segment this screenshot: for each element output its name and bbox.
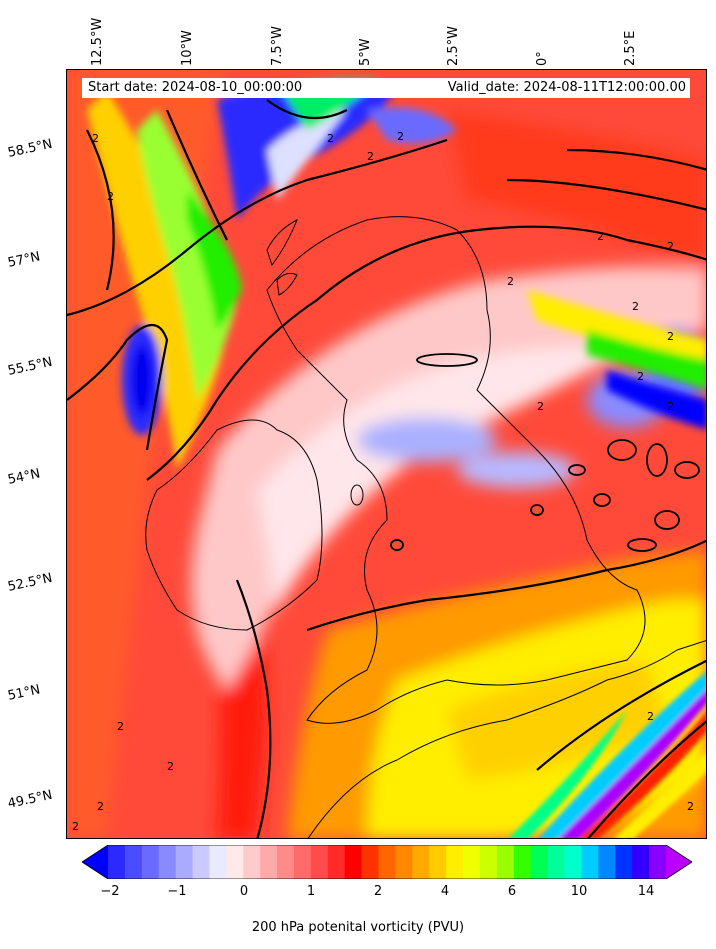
- svg-text:2: 2: [667, 240, 674, 253]
- lat-label-58.5n: 58.5°N: [6, 136, 54, 161]
- lat-label-49.5n: 49.5°N: [6, 787, 54, 812]
- colorbar-segment: [108, 845, 126, 879]
- pv-map: 2 2 2 2 2 2 2 2 2 2 2 2 2 2 2 2 2 2 2: [67, 70, 706, 838]
- colorbar-segment: [615, 845, 633, 879]
- colorbar-segment: [327, 845, 346, 879]
- svg-text:2: 2: [687, 800, 694, 813]
- colorbar-segment: [598, 845, 616, 879]
- pv-2-contours: [67, 99, 706, 838]
- colorbar: [82, 845, 692, 879]
- svg-text:2: 2: [397, 130, 404, 143]
- lat-label-51n: 51°N: [6, 682, 42, 704]
- svg-text:2: 2: [667, 400, 674, 413]
- svg-text:2: 2: [647, 710, 654, 723]
- svg-text:2: 2: [632, 300, 639, 313]
- coastlines: [145, 216, 706, 838]
- svg-text:2: 2: [637, 370, 644, 383]
- colorbar-segment: [209, 845, 227, 879]
- svg-text:2: 2: [97, 800, 104, 813]
- colorbar-segment: [649, 845, 667, 879]
- colorbar-segment: [429, 845, 447, 879]
- cbar-tick-minus2: −2: [100, 884, 120, 899]
- pv-contour-labels: 2 2 2 2 2 2 2 2 2 2 2 2 2 2 2 2 2 2 2: [72, 130, 694, 833]
- colorbar-segment: [446, 845, 464, 879]
- colorbar-segment: [496, 845, 515, 879]
- colorbar-segment: [378, 845, 397, 879]
- colorbar-segment: [243, 845, 261, 879]
- colorbar-segment: [158, 845, 177, 879]
- colorbar-segment: [480, 845, 498, 879]
- valid-date-label: Valid_date: 2024-08-11T12:00:00.00: [447, 80, 686, 95]
- lon-label-12.5w: 12.5°W: [90, 17, 105, 66]
- colorbar-segment: [124, 845, 143, 879]
- colorbar-segment: [175, 845, 194, 879]
- svg-text:2: 2: [507, 275, 514, 288]
- colorbar-segment: [361, 845, 380, 879]
- svg-text:2: 2: [167, 760, 174, 773]
- pv-contour-blobs: [390, 353, 700, 552]
- colorbar-segment: [277, 845, 295, 879]
- lon-label-10w: 10°W: [180, 30, 195, 66]
- start-date-label: Start date: 2024-08-10_00:00:00: [88, 80, 303, 95]
- svg-text:2: 2: [117, 720, 124, 733]
- colorbar-segment: [564, 845, 583, 879]
- pv-southeast-jet: [508, 671, 706, 838]
- colorbar-title: 200 hPa potenital vorticity (PVU): [251, 920, 465, 935]
- colorbar-segment: [260, 845, 278, 879]
- map-panel: 2 2 2 2 2 2 2 2 2 2 2 2 2 2 2 2 2 2 2: [66, 69, 707, 839]
- colorbar-segment: [547, 845, 566, 879]
- colorbar-segment: [395, 845, 413, 879]
- colorbar-segment: [344, 845, 363, 879]
- svg-text:2: 2: [537, 400, 544, 413]
- cbar-tick-1: 1: [306, 884, 316, 899]
- colorbar-segments: [82, 845, 692, 879]
- svg-text:2: 2: [367, 150, 374, 163]
- lon-label-7.5w: 7.5°W: [270, 25, 285, 66]
- date-info-box: Start date: 2024-08-10_00:00:00 Valid_da…: [82, 78, 690, 98]
- colorbar-extend-max: [666, 845, 692, 879]
- lat-label-55.5n: 55.5°N: [6, 354, 54, 379]
- lon-label-5w: 5°W: [358, 38, 373, 66]
- lat-label-54n: 54°N: [6, 466, 42, 488]
- cbar-tick-2: 2: [373, 884, 383, 899]
- svg-text:2: 2: [327, 132, 334, 145]
- cbar-tick-0: 0: [239, 884, 249, 899]
- colorbar-segment: [632, 845, 650, 879]
- colorbar-segment: [294, 845, 312, 879]
- colorbar-segment: [310, 845, 329, 879]
- lat-label-57n: 57°N: [6, 249, 42, 271]
- colorbar-segment: [226, 845, 244, 879]
- svg-text:2: 2: [597, 230, 604, 243]
- colorbar-segment: [412, 845, 430, 879]
- colorbar-segment: [192, 845, 211, 879]
- cbar-tick-6: 6: [507, 884, 517, 899]
- svg-text:2: 2: [72, 820, 79, 833]
- lon-label-0: 0°: [535, 51, 550, 66]
- svg-text:2: 2: [107, 190, 114, 203]
- lon-label-2.5w: 2.5°W: [446, 25, 461, 66]
- lat-label-52.5n: 52.5°N: [6, 570, 54, 595]
- svg-text:2: 2: [92, 132, 99, 145]
- lon-label-2.5e: 2.5°E: [623, 30, 638, 66]
- colorbar-extend-min: [82, 845, 108, 879]
- svg-text:2: 2: [667, 330, 674, 343]
- colorbar-segment: [141, 845, 160, 879]
- colorbar-segment: [463, 845, 481, 879]
- cbar-tick-10: 10: [570, 884, 588, 899]
- cbar-tick-minus1: −1: [167, 884, 187, 899]
- colorbar-segment: [581, 845, 599, 879]
- cbar-tick-4: 4: [440, 884, 450, 899]
- colorbar-segment: [513, 845, 532, 879]
- cbar-tick-14: 14: [637, 884, 655, 899]
- colorbar-segment: [530, 845, 549, 879]
